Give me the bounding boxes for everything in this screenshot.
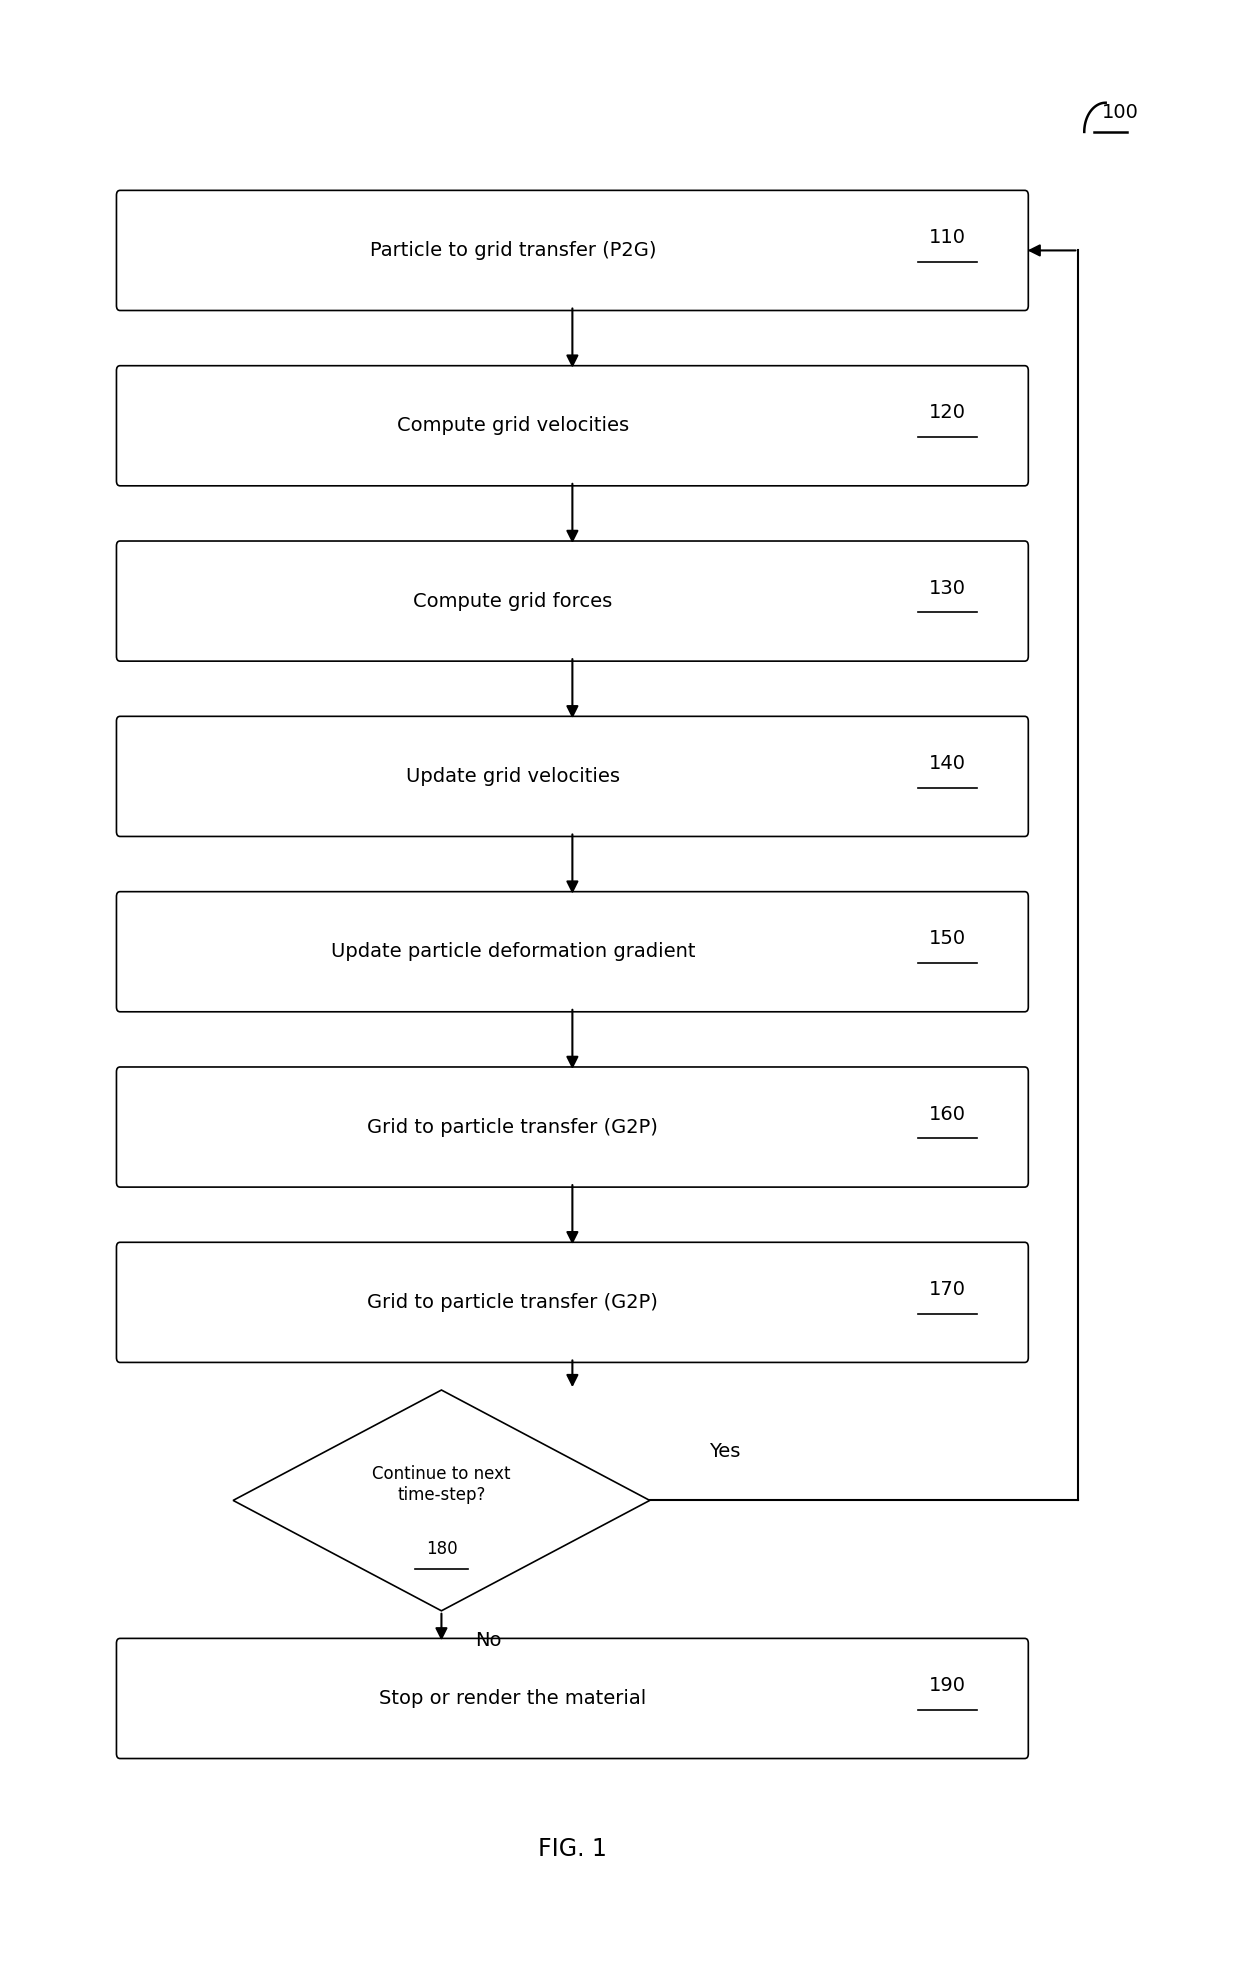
Text: Grid to particle transfer (G2P): Grid to particle transfer (G2P) <box>367 1292 658 1312</box>
Text: No: No <box>475 1631 501 1649</box>
Text: 120: 120 <box>929 404 966 422</box>
Text: Compute grid velocities: Compute grid velocities <box>397 416 629 435</box>
Text: Update particle deformation gradient: Update particle deformation gradient <box>331 942 696 961</box>
Text: Update grid velocities: Update grid velocities <box>405 766 620 786</box>
Text: Compute grid forces: Compute grid forces <box>413 591 613 611</box>
FancyBboxPatch shape <box>117 892 1028 1013</box>
Text: 170: 170 <box>929 1280 966 1298</box>
Text: 160: 160 <box>929 1105 966 1123</box>
FancyBboxPatch shape <box>117 366 1028 487</box>
FancyBboxPatch shape <box>117 1068 1028 1188</box>
FancyBboxPatch shape <box>117 191 1028 311</box>
Text: 130: 130 <box>929 579 966 597</box>
Text: Continue to next
time-step?: Continue to next time-step? <box>372 1466 511 1503</box>
Text: Particle to grid transfer (P2G): Particle to grid transfer (P2G) <box>370 240 656 260</box>
Text: 110: 110 <box>929 229 966 246</box>
Text: 150: 150 <box>929 930 966 948</box>
Text: Grid to particle transfer (G2P): Grid to particle transfer (G2P) <box>367 1117 658 1137</box>
Text: Stop or render the material: Stop or render the material <box>379 1688 646 1708</box>
FancyBboxPatch shape <box>117 1243 1028 1363</box>
Polygon shape <box>233 1391 650 1611</box>
FancyBboxPatch shape <box>117 717 1028 837</box>
Text: 100: 100 <box>1102 102 1140 122</box>
Text: 190: 190 <box>929 1676 966 1694</box>
FancyBboxPatch shape <box>117 542 1028 662</box>
Text: 180: 180 <box>425 1541 458 1558</box>
FancyBboxPatch shape <box>117 1639 1028 1759</box>
Text: 140: 140 <box>929 755 966 772</box>
Text: Yes: Yes <box>709 1442 740 1462</box>
Text: FIG. 1: FIG. 1 <box>538 1838 606 1862</box>
